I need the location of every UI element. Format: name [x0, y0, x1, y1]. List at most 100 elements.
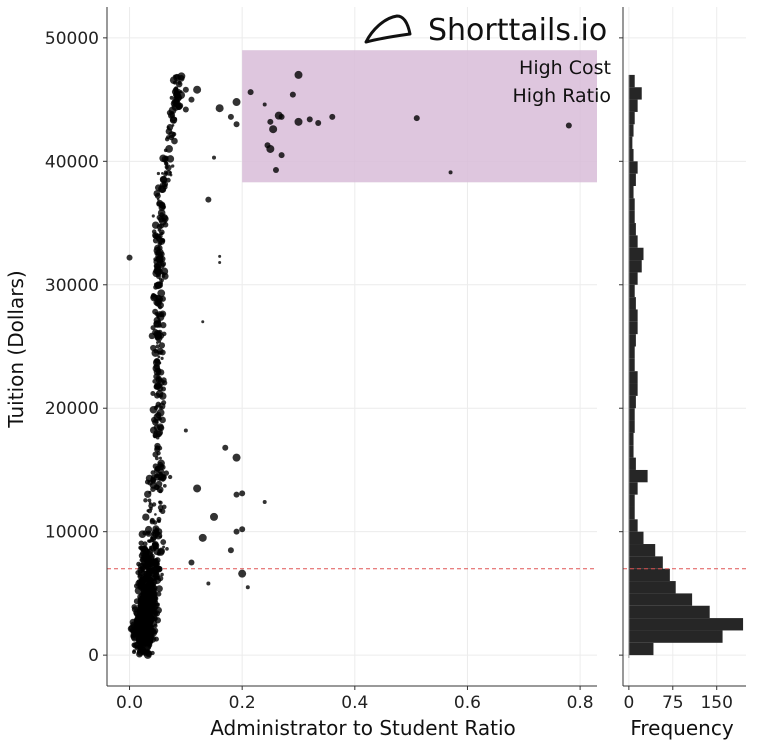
scatter-point-587 — [150, 587, 158, 595]
hist-bar-41 — [628, 136, 633, 149]
scatter-point-38 — [227, 547, 234, 554]
scatter-point-7 — [266, 144, 275, 153]
scatter-point-28 — [201, 320, 205, 324]
scatter-point-645 — [145, 576, 153, 583]
highlight-label-line2: High Ratio — [513, 85, 612, 107]
scatter-point-47 — [182, 86, 189, 93]
scatter-point-9 — [272, 166, 279, 173]
scatter-point-814 — [159, 464, 166, 470]
scatter-point-200 — [141, 640, 145, 644]
scatter-point-979 — [155, 258, 159, 261]
scatter-point-25 — [218, 254, 222, 258]
hist-bar-13 — [628, 482, 638, 495]
scatter-point-1010 — [159, 217, 167, 226]
hist-bar-6 — [628, 568, 670, 582]
scatter-point-859 — [155, 390, 164, 398]
scatter-point-804 — [167, 474, 173, 480]
hist-bar-35 — [628, 210, 635, 224]
scatter-point-39 — [210, 512, 219, 521]
hist-bar-11 — [628, 506, 635, 520]
scatter-point-534 — [149, 594, 156, 602]
brand-logo: Shorttails.io — [364, 13, 607, 48]
scatter-point-846 — [161, 400, 167, 406]
scatter-point-643 — [135, 570, 141, 575]
scatter-point-722 — [147, 548, 154, 555]
hist-bar-42 — [628, 124, 634, 137]
scatter-point-588 — [155, 585, 163, 593]
scatter-point-195 — [141, 633, 145, 638]
scatter-point-0 — [247, 89, 254, 96]
y-tick-label-2: 20000 — [45, 399, 99, 419]
hist-bar-46 — [628, 74, 635, 88]
scatter-point-890 — [150, 344, 157, 352]
scatter-point-1046 — [170, 164, 175, 168]
hist-bar-19 — [628, 408, 635, 421]
scatter-point-41 — [198, 533, 207, 542]
scatter-point-743 — [150, 534, 157, 541]
scatter-point-199 — [133, 632, 139, 638]
hist-bar-16 — [628, 445, 634, 458]
hist-bar-39 — [628, 161, 638, 174]
scatter-point-35 — [239, 526, 246, 533]
scatter-point-907 — [152, 329, 159, 336]
hist-bar-22 — [628, 371, 638, 384]
scatter-point-777 — [158, 489, 163, 494]
scatter-point-344 — [142, 622, 148, 627]
scatter-point-1041 — [164, 171, 168, 175]
scatter-point-984 — [159, 251, 165, 258]
x-tick-label-2: 0.4 — [341, 693, 368, 713]
scatter-point-1027 — [153, 190, 161, 197]
scatter-point-1026 — [154, 184, 162, 191]
scatter-point-76 — [145, 650, 153, 658]
scatter-point-21 — [232, 98, 241, 107]
scatter-point-769 — [143, 498, 148, 503]
hist-bar-8 — [628, 544, 656, 557]
hist-bar-32 — [628, 247, 644, 261]
scatter-point-835 — [156, 423, 164, 431]
scatter-point-1043 — [164, 164, 169, 169]
scatter-point-762 — [154, 513, 157, 516]
scatter-point-763 — [158, 508, 163, 513]
scatter-point-30 — [232, 453, 241, 462]
hist-bar-0 — [628, 642, 654, 656]
scatter-point-797 — [150, 474, 156, 480]
scatter-point-755 — [153, 528, 160, 535]
scatter-point-1072 — [169, 116, 178, 124]
scatter-point-34 — [233, 528, 240, 535]
scatter-point-897 — [155, 344, 160, 349]
hist-bar-15 — [628, 457, 636, 470]
scatter-points — [126, 70, 572, 659]
scatter-point-998 — [152, 232, 159, 239]
scatter-point-45 — [183, 428, 188, 433]
scatter-point-841 — [151, 416, 157, 423]
scatter-point-641 — [154, 575, 160, 581]
scatter-point-882 — [152, 358, 161, 367]
scatter-point-725 — [141, 547, 149, 555]
scatter-point-767 — [158, 500, 162, 504]
scatter-point-1082 — [168, 106, 177, 115]
scatter-point-964 — [153, 263, 159, 269]
hist-bar-3 — [628, 605, 710, 619]
scatter-point-712 — [155, 546, 159, 550]
scatter-point-20 — [227, 113, 234, 120]
scatter-point-740 — [147, 539, 152, 543]
scatter-point-1064 — [166, 124, 174, 131]
scatter-point-1099 — [169, 95, 174, 100]
scatter-point-78 — [132, 649, 136, 653]
scatter-point-48 — [188, 96, 195, 103]
scatter-point-632 — [160, 572, 164, 577]
hist-bar-12 — [628, 494, 635, 507]
scatter-point-781 — [153, 484, 160, 491]
scatter-point-813 — [158, 456, 162, 460]
scatter-point-771 — [148, 501, 152, 505]
scatter-point-718 — [157, 548, 165, 556]
hist-bar-43 — [628, 111, 635, 125]
scatter-point-15 — [329, 113, 336, 120]
scatter-point-11 — [294, 70, 303, 79]
scatter-point-1013 — [159, 212, 164, 217]
scatter-point-1054 — [165, 145, 173, 153]
scatter-point-716 — [162, 545, 166, 549]
scatter-point-40 — [193, 484, 202, 493]
scatter-point-759 — [142, 513, 150, 521]
scatter-point-874 — [155, 375, 162, 382]
